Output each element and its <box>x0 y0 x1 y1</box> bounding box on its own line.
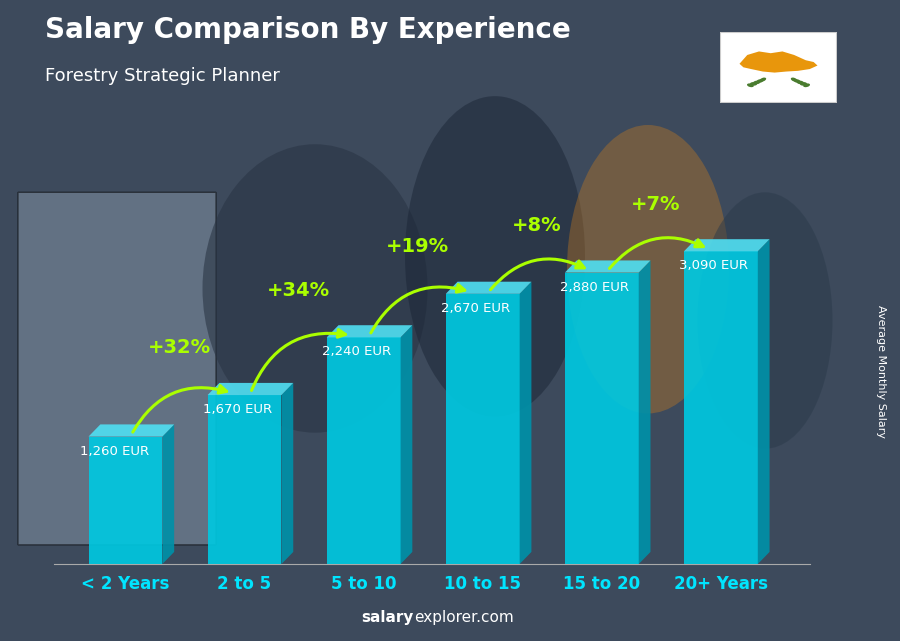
Polygon shape <box>88 437 162 564</box>
Text: +8%: +8% <box>511 216 561 235</box>
Polygon shape <box>519 281 531 564</box>
Text: 3,090 EUR: 3,090 EUR <box>680 260 748 272</box>
Ellipse shape <box>756 79 763 83</box>
Text: Salary Comparison By Experience: Salary Comparison By Experience <box>45 16 571 44</box>
Ellipse shape <box>698 192 832 449</box>
FancyArrowPatch shape <box>491 259 584 290</box>
Text: +34%: +34% <box>266 281 329 300</box>
Text: +19%: +19% <box>385 237 449 256</box>
FancyBboxPatch shape <box>18 192 216 545</box>
Ellipse shape <box>750 82 757 86</box>
Ellipse shape <box>803 83 810 87</box>
Polygon shape <box>565 260 651 272</box>
Ellipse shape <box>800 82 807 86</box>
Text: 2,880 EUR: 2,880 EUR <box>560 281 629 294</box>
Ellipse shape <box>747 83 754 87</box>
Text: 2,670 EUR: 2,670 EUR <box>441 302 510 315</box>
Text: +32%: +32% <box>148 338 211 358</box>
Text: 2,240 EUR: 2,240 EUR <box>322 345 391 358</box>
Polygon shape <box>208 395 282 564</box>
Polygon shape <box>684 251 758 564</box>
Ellipse shape <box>567 125 729 413</box>
FancyArrowPatch shape <box>133 386 227 432</box>
Polygon shape <box>162 424 175 564</box>
Polygon shape <box>208 383 293 395</box>
Polygon shape <box>446 294 519 564</box>
Polygon shape <box>327 337 400 564</box>
Polygon shape <box>565 272 639 564</box>
Polygon shape <box>88 424 175 437</box>
Polygon shape <box>758 239 770 564</box>
Text: 1,260 EUR: 1,260 EUR <box>80 445 149 458</box>
Polygon shape <box>740 51 817 72</box>
FancyArrowPatch shape <box>251 329 346 390</box>
Ellipse shape <box>753 81 760 84</box>
Text: 1,670 EUR: 1,670 EUR <box>202 403 272 416</box>
Ellipse shape <box>796 81 804 84</box>
Text: explorer.com: explorer.com <box>414 610 514 625</box>
Polygon shape <box>282 383 293 564</box>
Polygon shape <box>400 325 412 564</box>
Text: salary: salary <box>362 610 414 625</box>
Text: +7%: +7% <box>631 195 680 213</box>
Ellipse shape <box>405 96 585 417</box>
Ellipse shape <box>794 79 801 83</box>
Text: Average Monthly Salary: Average Monthly Salary <box>877 305 886 438</box>
Ellipse shape <box>202 144 428 433</box>
Polygon shape <box>639 260 651 564</box>
Ellipse shape <box>760 78 766 82</box>
FancyArrowPatch shape <box>371 285 464 333</box>
Polygon shape <box>327 325 412 337</box>
Polygon shape <box>446 281 531 294</box>
FancyArrowPatch shape <box>609 238 704 269</box>
Polygon shape <box>684 239 770 251</box>
Text: Forestry Strategic Planner: Forestry Strategic Planner <box>45 67 280 85</box>
Ellipse shape <box>791 78 797 82</box>
